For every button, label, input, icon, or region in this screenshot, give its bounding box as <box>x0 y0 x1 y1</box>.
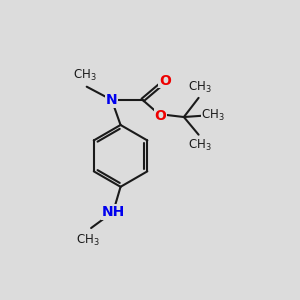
Text: NH: NH <box>102 205 125 219</box>
Text: N: N <box>106 93 118 107</box>
Text: CH$_3$: CH$_3$ <box>74 68 97 83</box>
Text: CH$_3$: CH$_3$ <box>188 138 212 153</box>
Text: CH$_3$: CH$_3$ <box>188 80 212 95</box>
Text: O: O <box>154 109 166 122</box>
Text: CH$_3$: CH$_3$ <box>202 108 225 123</box>
Text: CH$_3$: CH$_3$ <box>76 232 100 247</box>
Text: O: O <box>159 74 171 88</box>
